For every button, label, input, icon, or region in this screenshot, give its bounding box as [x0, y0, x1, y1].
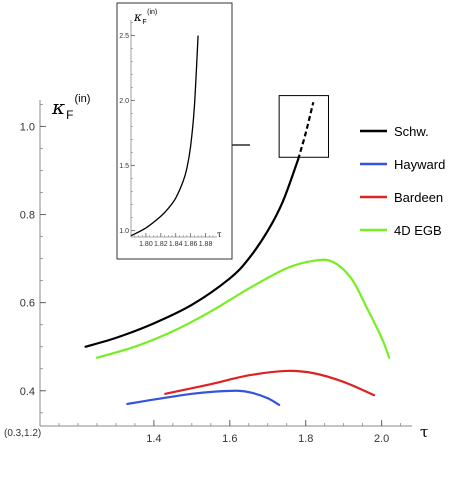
main-plot: 1.4 1.6 1.8 2.0 0.4 0.6 0.8 1.0 (0.3,1.2) τ κF(…	[4, 93, 428, 445]
origin-label: (0.3,1.2)	[4, 428, 41, 439]
inset-x-tick-label: 1.84	[169, 241, 183, 248]
series-line-hayward	[126, 389, 281, 406]
inset-y-axis-label-base: κ	[133, 10, 142, 24]
main-y-axis-label: κF(in)	[51, 93, 90, 122]
main-x-axis-label: τ	[420, 423, 428, 441]
main-x-tick-label: 1.8	[298, 433, 313, 445]
main-y-tick-label: 1.0	[20, 121, 35, 133]
inset-x-tick-label: 1.88	[199, 241, 213, 248]
inset-x-tick-label: 1.86	[184, 241, 198, 248]
inset-x-axis-label: τ	[217, 230, 222, 239]
inset-x-tick-label: 1.82	[154, 241, 168, 248]
main-y-axis-label-base: κ	[51, 95, 65, 119]
main-x-tick-label: 1.4	[146, 433, 161, 445]
inset-y-axis-label-sub: F	[142, 19, 146, 26]
main-y-tick-label: 0.8	[20, 210, 35, 222]
inset-y-axis-label-sup: (in)	[147, 9, 157, 16]
svg-text:κF(in): κF(in)	[133, 9, 157, 26]
main-y-axis-label-sub: F	[66, 108, 73, 122]
main-y-tick-label: 0.4	[20, 386, 35, 398]
main-y-tick-label: 0.6	[20, 298, 35, 310]
main-y-axis-label-sup: (in)	[74, 93, 90, 105]
zoom-box	[278, 95, 329, 158]
inset-lines	[130, 35, 199, 237]
legend-label-hayward: Hayward	[394, 157, 445, 172]
inset-y-tick-label: 2.0	[119, 98, 129, 105]
legend-label-4d-egb: 4D EGB	[394, 223, 442, 238]
series-line-schw	[84, 158, 300, 348]
legend-label-schw: Schw.	[394, 124, 429, 139]
main-x-tick-label: 2.0	[374, 433, 389, 445]
inset-y-tick-label: 1.0	[119, 228, 129, 235]
inset-x-tick-label: 1.80	[139, 241, 153, 248]
inset-y-axis-label: κF(in)	[133, 9, 157, 26]
inset-y-tick-label: 1.5	[119, 163, 129, 170]
legend: Schw. Hayward Bardeen 4D EGB	[360, 124, 445, 238]
series-line-4d-egb	[95, 258, 391, 359]
inset-frame	[116, 2, 233, 260]
series-line-bardeen	[164, 369, 376, 397]
series-line-schw-dashed	[297, 101, 315, 160]
inset-series-line-schw	[130, 35, 199, 237]
legend-label-bardeen: Bardeen	[394, 190, 443, 205]
inset-y-tick-label: 2.5	[119, 33, 129, 40]
main-ticks: 1.4 1.6 1.8 2.0 0.4 0.6 0.8 1.0	[20, 104, 402, 445]
inset-plot: 1.80 1.82 1.84 1.86 1.88 1.0 1.5 2.0 2.5 τ κF(in…	[116, 2, 233, 260]
inset-ticks: 1.80 1.82 1.84 1.86 1.88 1.0 1.5 2.0 2.5	[119, 22, 214, 248]
svg-text:κF(in): κF(in)	[51, 93, 90, 122]
main-lines	[84, 101, 391, 406]
main-x-tick-label: 1.6	[222, 433, 237, 445]
